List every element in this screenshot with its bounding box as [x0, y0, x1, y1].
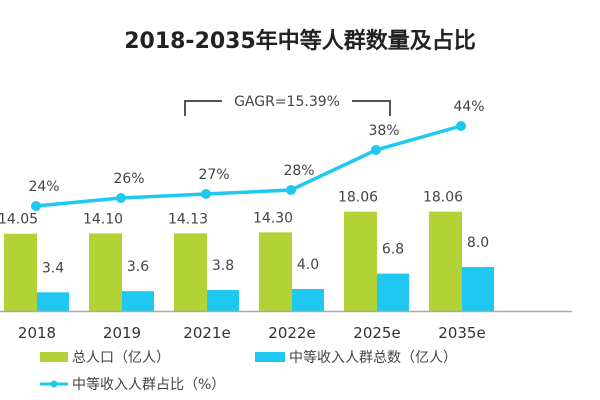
data-label-share: 27% — [198, 167, 229, 183]
bar-middle-income — [37, 292, 69, 311]
x-tick-label: 2025e — [353, 324, 400, 342]
point-share — [286, 185, 296, 195]
x-tick-label: 2022e — [268, 324, 315, 342]
bar-middle-income — [122, 291, 154, 311]
bar-middle-income — [207, 290, 239, 311]
point-share — [456, 121, 466, 131]
legend-label-share: 中等收入人群占比（%） — [72, 376, 225, 393]
data-label-middle-income: 4.0 — [297, 257, 319, 273]
x-tick-label: 2035e — [438, 324, 485, 342]
bar-population — [174, 233, 207, 311]
bar-middle-income — [292, 289, 324, 311]
data-label-population: 14.30 — [253, 210, 293, 226]
gagr-annotation: GAGR=15.39% — [234, 94, 340, 110]
data-label-middle-income: 3.4 — [42, 260, 64, 276]
data-label-population: 18.06 — [338, 190, 378, 206]
data-label-share: 44% — [453, 99, 484, 115]
gagr-bracket-lines — [184, 100, 391, 116]
point-share — [201, 189, 211, 199]
data-label-share: 26% — [113, 171, 144, 187]
data-label-population: 18.06 — [423, 190, 463, 206]
bar-population — [89, 233, 122, 311]
data-label-middle-income: 3.6 — [127, 259, 149, 275]
data-label-middle-income: 6.8 — [382, 242, 404, 258]
bar-population — [4, 233, 37, 311]
legend-marker-share — [50, 380, 58, 388]
chart-title: 2018-2035年中等人群数量及占比 — [124, 28, 476, 54]
legend: 总人口（亿人） 中等收入人群总数（亿人） 中等收入人群占比（%） — [40, 349, 457, 393]
data-label-share: 24% — [28, 179, 59, 195]
bar-population — [344, 211, 377, 311]
line-share — [35, 124, 462, 208]
data-label-population: 14.05 — [0, 212, 38, 228]
gagr-bracket: GAGR=15.39% — [184, 94, 391, 116]
bar-middle-income — [462, 267, 494, 311]
legend-swatch-middle-income — [255, 352, 285, 362]
point-share — [371, 145, 381, 155]
x-tick-label: 2021e — [183, 324, 230, 342]
legend-label-population: 总人口（亿人） — [72, 350, 170, 366]
data-label-share: 28% — [283, 163, 314, 179]
data-label-population: 14.10 — [83, 211, 123, 227]
x-tick-label: 2018 — [18, 324, 56, 342]
bar-population — [259, 232, 292, 311]
data-label-middle-income: 8.0 — [467, 235, 489, 251]
data-label-middle-income: 3.8 — [212, 258, 234, 274]
point-share — [116, 193, 126, 203]
legend-swatch-population — [40, 352, 68, 362]
data-label-share: 38% — [368, 123, 399, 139]
data-label-population: 14.13 — [168, 211, 208, 227]
bar-middle-income — [377, 273, 409, 311]
legend-label-middle-income: 中等收入人群总数（亿人） — [289, 349, 457, 366]
bar-population — [429, 211, 462, 311]
point-share — [31, 201, 41, 211]
x-tick-label: 2019 — [103, 324, 141, 342]
